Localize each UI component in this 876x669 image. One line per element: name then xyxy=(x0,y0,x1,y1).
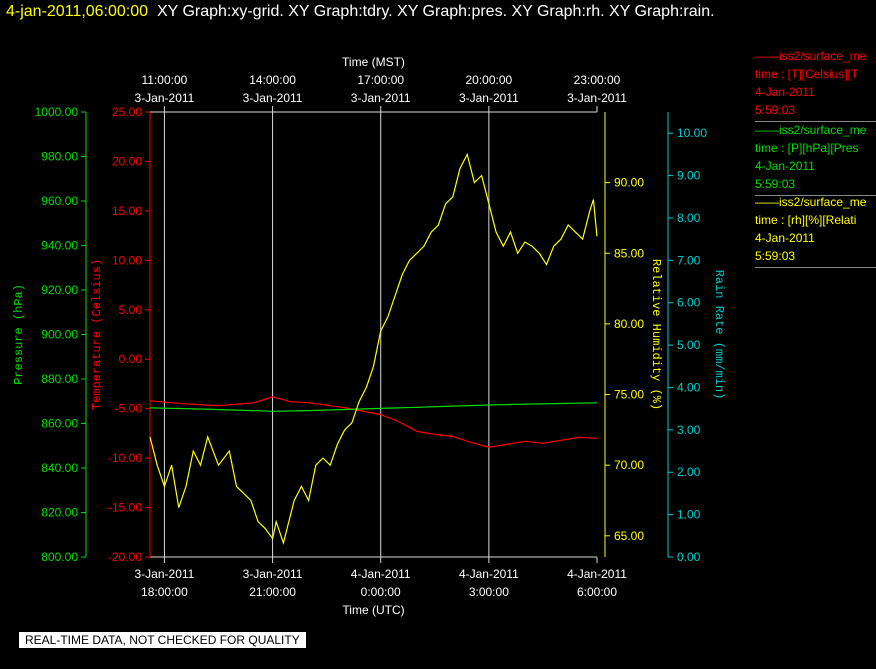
pressure-tick-label: 920.00 xyxy=(41,283,78,297)
rain-axis-label: Rain Rate (mm/min) xyxy=(712,270,726,400)
top-tick-date: 3-Jan-2011 xyxy=(567,91,627,105)
legend-divider xyxy=(755,121,876,122)
temperature-tick-label: 0.00 xyxy=(119,352,143,366)
pressure-tick-label: 840.00 xyxy=(41,461,78,475)
legend-name: ——iss2/surface_me xyxy=(755,49,867,63)
series-line-humidity xyxy=(149,152,598,546)
temperature-tick-label: 20.00 xyxy=(112,154,142,168)
temperature-tick-label: -5.00 xyxy=(115,402,143,416)
top-tick-time: 23:00:00 xyxy=(574,73,621,87)
pressure-tick-label: 940.00 xyxy=(41,239,78,253)
bottom-tick-date: 4-Jan-2011 xyxy=(459,567,519,581)
humidity-tick-label: 90.00 xyxy=(614,176,644,190)
legend-divider xyxy=(755,195,876,196)
temperature-axis-label: Temperature (Celsius) xyxy=(90,259,104,410)
temperature-tick-label: 10.00 xyxy=(112,253,142,267)
top-tick-date: 3-Jan-2011 xyxy=(135,91,195,105)
header-graph-titles: XY Graph:xy-grid. XY Graph:tdry. XY Grap… xyxy=(156,3,715,20)
rain-tick-label: 0.00 xyxy=(677,550,701,564)
top-tick-date: 3-Jan-2011 xyxy=(243,91,303,105)
top-tick-date: 3-Jan-2011 xyxy=(459,91,519,105)
pressure-tick-label: 980.00 xyxy=(41,150,78,164)
temperature-tick-label: 15.00 xyxy=(112,204,142,218)
bottom-tick-time: 21:00:00 xyxy=(249,585,296,599)
quality-warning: REAL-TIME DATA, NOT CHECKED FOR QUALITY xyxy=(19,632,306,648)
legend-date: 4-Jan-2011 xyxy=(755,85,815,99)
temperature-tick-label: 5.00 xyxy=(119,303,143,317)
pressure-tick-label: 860.00 xyxy=(41,417,78,431)
humidity-tick-label: 75.00 xyxy=(614,388,644,402)
series-line-pressure xyxy=(149,402,598,412)
humidity-tick-label: 85.00 xyxy=(614,246,644,260)
bottom-tick-date: 3-Jan-2011 xyxy=(243,567,303,581)
legend-time: 5:59:03 xyxy=(755,177,796,191)
series-line-temperature xyxy=(149,396,598,448)
rain-tick-label: 4.00 xyxy=(677,380,701,394)
rain-tick-label: 2.00 xyxy=(677,465,701,479)
rain-tick-label: 8.00 xyxy=(677,211,701,225)
bottom-tick-time: 0:00:00 xyxy=(361,585,401,599)
bottom-tick-date: 4-Jan-2011 xyxy=(567,567,627,581)
pressure-tick-label: 960.00 xyxy=(41,194,78,208)
legend-time: 5:59:03 xyxy=(755,103,796,117)
pressure-tick-label: 800.00 xyxy=(41,550,78,564)
rain-tick-label: 9.00 xyxy=(677,169,701,183)
temperature-tick-label: -15.00 xyxy=(108,501,142,515)
humidity-tick-label: 65.00 xyxy=(614,529,644,543)
legend-entry-pressure: ——iss2/surface_me time : [P][hPa][Pres 4… xyxy=(755,121,876,196)
legend-entry-temperature: ——iss2/surface_me time : [T][Celsius][T … xyxy=(755,47,876,122)
rain-tick-label: 10.00 xyxy=(677,126,707,140)
top-tick-date: 3-Jan-2011 xyxy=(351,91,411,105)
header-bar: 4-jan-2011,06:00:00 XY Graph:xy-grid. XY… xyxy=(6,3,715,21)
legend-entry-humidity: ——iss2/surface_me time : [rh][%][Relati … xyxy=(755,193,876,268)
top-axis-label: Time (MST) xyxy=(342,55,405,69)
pressure-tick-label: 1000.00 xyxy=(35,105,79,119)
humidity-axis-label: Relative Humidity (%) xyxy=(649,259,663,410)
rain-tick-label: 5.00 xyxy=(677,338,701,352)
bottom-tick-time: 6:00:00 xyxy=(577,585,617,599)
top-tick-time: 20:00:00 xyxy=(465,73,512,87)
legend-units: time : [rh][%][Relati xyxy=(755,213,857,227)
bottom-tick-date: 4-Jan-2011 xyxy=(351,567,411,581)
top-tick-time: 11:00:00 xyxy=(142,73,188,87)
legend-divider xyxy=(755,267,876,268)
legend-date: 4-Jan-2011 xyxy=(755,159,815,173)
pressure-tick-label: 880.00 xyxy=(41,372,78,386)
rain-tick-label: 6.00 xyxy=(677,296,701,310)
legend-time: 5:59:03 xyxy=(755,249,796,263)
pressure-axis-label: Pressure (hPa) xyxy=(12,284,26,385)
legend-name: ——iss2/surface_me xyxy=(755,195,867,209)
rain-tick-label: 7.00 xyxy=(677,253,701,267)
bottom-tick-time: 18:00:00 xyxy=(141,585,188,599)
rain-tick-label: 1.00 xyxy=(677,508,701,522)
pressure-tick-label: 820.00 xyxy=(41,506,78,520)
legend-units: time : [P][hPa][Pres xyxy=(755,141,859,155)
bottom-axis-label: Time (UTC) xyxy=(342,603,404,617)
humidity-tick-label: 70.00 xyxy=(614,458,644,472)
header-datetime: 4-jan-2011,06:00:00 xyxy=(6,3,149,20)
pressure-tick-label: 900.00 xyxy=(41,328,78,342)
humidity-tick-label: 80.00 xyxy=(614,317,644,331)
bottom-tick-date: 3-Jan-2011 xyxy=(135,567,195,581)
temperature-tick-label: -20.00 xyxy=(108,550,142,564)
legend-units: time : [T][Celsius][T xyxy=(755,67,859,81)
temperature-tick-label: 25.00 xyxy=(112,105,142,119)
temperature-tick-label: -10.00 xyxy=(108,451,142,465)
legend-name: ——iss2/surface_me xyxy=(755,123,867,137)
legend-date: 4-Jan-2011 xyxy=(755,231,815,245)
top-tick-time: 17:00:00 xyxy=(357,73,404,87)
bottom-tick-time: 3:00:00 xyxy=(469,585,509,599)
rain-tick-label: 3.00 xyxy=(677,423,701,437)
top-tick-time: 14:00:00 xyxy=(249,73,296,87)
